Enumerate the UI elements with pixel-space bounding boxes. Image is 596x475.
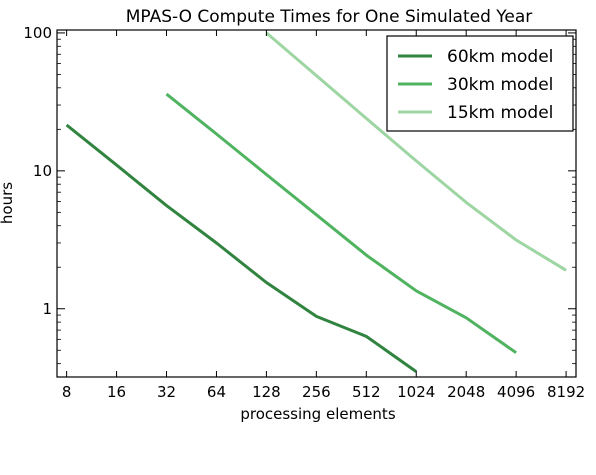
y-tick-label: 1 <box>42 300 52 318</box>
x-tick-label: 4096 <box>497 383 535 401</box>
chart-title: MPAS-O Compute Times for One Simulated Y… <box>126 7 533 27</box>
x-tick-label: 256 <box>302 383 331 401</box>
x-tick-label: 8 <box>62 383 72 401</box>
x-axis: 8 16 32 64 128 256 512 1024 2048 4096 8192 <box>62 30 585 401</box>
y-tick-label: 10 <box>33 162 52 180</box>
x-tick-label: 8192 <box>547 383 585 401</box>
legend-label-3: 15km model <box>447 103 553 123</box>
series-line-1 <box>65 123 418 373</box>
y-axis: 1 10 100 <box>23 24 576 365</box>
y-axis-label: hours <box>0 182 16 224</box>
legend-label-2: 30km model <box>447 75 553 95</box>
legend-label-1: 60km model <box>447 47 553 67</box>
x-tick-label: 32 <box>157 383 176 401</box>
plot-lines <box>65 31 567 373</box>
series-line-3 <box>265 31 567 272</box>
y-tick-label: 100 <box>23 24 52 42</box>
x-tick-label: 64 <box>207 383 226 401</box>
x-tick-label: 128 <box>252 383 281 401</box>
x-tick-label: 2048 <box>447 383 485 401</box>
x-tick-label: 512 <box>352 383 381 401</box>
x-tick-label: 16 <box>107 383 126 401</box>
x-axis-label: processing elements <box>240 405 395 423</box>
legend: 60km model 30km model 15km model <box>386 35 574 132</box>
x-tick-label: 1024 <box>397 383 435 401</box>
series-line-2 <box>165 92 517 354</box>
